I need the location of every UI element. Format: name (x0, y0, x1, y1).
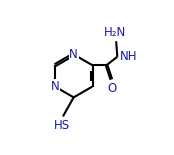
Text: N: N (69, 48, 78, 61)
Text: H₂N: H₂N (104, 26, 126, 39)
Text: HS: HS (54, 120, 70, 133)
Text: O: O (107, 82, 117, 95)
Text: NH: NH (120, 50, 137, 63)
Text: N: N (51, 80, 60, 93)
